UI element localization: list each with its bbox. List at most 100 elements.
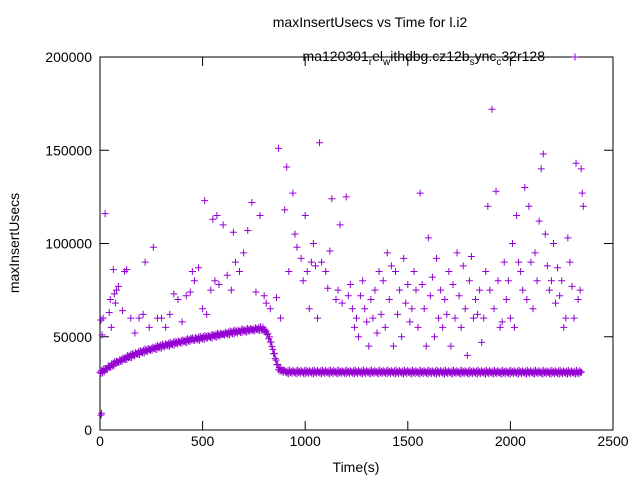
data-point [123,266,131,274]
data-point [385,295,393,303]
data-point [416,189,424,197]
band-point [265,333,273,341]
data-point [519,286,527,294]
data-point [377,310,385,318]
band-point [186,338,194,346]
data-point [523,295,531,303]
data-point [476,286,484,294]
data-point [496,323,504,331]
data-point [326,247,334,255]
data-point [289,189,297,197]
data-point [236,267,244,275]
data-point [391,267,399,275]
data-point [535,217,543,225]
data-point [322,267,330,275]
y-tick-label: 100000 [45,236,92,252]
data-point [272,294,280,302]
band-point [107,363,115,371]
band-point [576,367,584,375]
data-point [424,234,432,242]
band-point [264,330,272,338]
legend-text-part: ma120301 [303,48,369,64]
data-point [484,202,492,210]
data-point [574,295,582,303]
data-point [527,258,535,266]
data-point [498,318,506,326]
data-point [469,314,477,322]
data-point [260,292,268,300]
data-point [515,258,523,266]
data-point [240,249,248,257]
data-point [139,310,147,318]
data-point [97,411,105,419]
data-point [529,305,537,313]
data-point [348,305,356,313]
data-point [311,262,319,270]
legend: ma120301relwithdbg.cz12bsyncc32r128 [303,48,579,68]
legend-text-part: 32r128 [501,48,545,64]
band-point [274,361,282,369]
data-point [545,286,553,294]
data-point [344,292,352,300]
data-point [472,295,480,303]
data-point [199,305,207,313]
data-point [459,262,467,270]
data-point [576,286,584,294]
data-point [346,281,354,289]
data-point [178,318,186,326]
data-point [453,249,461,257]
data-point [500,258,508,266]
band-point [577,368,585,376]
data-point [182,292,190,300]
band-point [98,369,106,377]
data-point [314,314,322,322]
data-point [359,277,367,285]
data-point [111,299,119,307]
y-tick-label: 200000 [45,49,92,65]
data-point [428,273,436,281]
data-point [283,163,291,171]
data-point [502,295,510,303]
data-point [562,314,570,322]
data-point [556,292,564,300]
data-point [105,309,113,317]
data-point [525,202,533,210]
data-point [110,290,118,298]
data-point [379,277,387,285]
data-point [402,299,410,307]
data-point [554,264,562,272]
data-point [517,267,525,275]
data-point [564,234,572,242]
legend-text-part: ithdbg.cz12b [390,48,470,64]
data-point [149,243,157,251]
data-point [328,195,336,203]
data-point [119,307,127,315]
data-point [383,249,391,257]
data-point [174,295,182,303]
data-point [248,198,256,206]
data-point [531,249,539,257]
data-point [365,342,373,350]
data-point [307,258,315,266]
data-point [406,318,414,326]
data-point [549,240,557,247]
data-point [145,323,153,331]
data-point [375,267,383,275]
x-axis-label: Time(s) [333,459,380,475]
data-point [293,243,301,251]
data-points [96,105,587,419]
data-point [297,254,305,262]
data-point [437,286,445,294]
data-point [170,290,178,298]
data-point [511,323,519,331]
data-point [266,305,274,313]
data-point [541,230,549,238]
x-tick-label: 2500 [597,433,628,449]
data-point [422,342,430,350]
data-point [350,323,358,331]
data-point [141,258,149,266]
data-point [420,305,428,313]
data-point [449,281,457,289]
data-point [342,193,350,201]
data-point [451,314,459,322]
